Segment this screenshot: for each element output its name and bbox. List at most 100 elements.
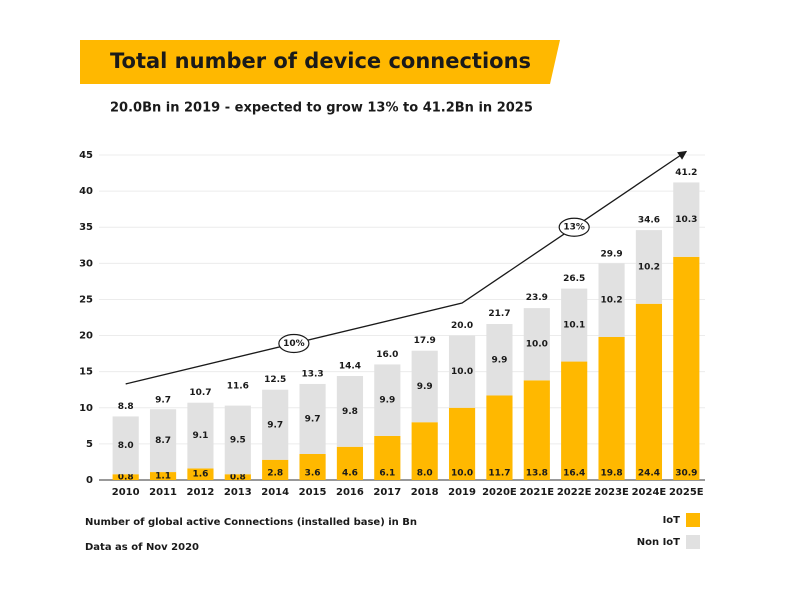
bar-segment [598,263,625,337]
legend-swatch [686,513,700,527]
chart-subtitle: 20.0Bn in 2019 - expected to grow 13% to… [110,101,533,116]
total-label: 8.8 [118,402,134,412]
bar-segment [561,288,588,362]
data-label: 9.5 [230,435,246,445]
data-label: 1.6 [192,470,208,480]
legend-swatch [686,535,700,549]
total-label: 16.0 [376,350,398,360]
bar-segment [224,474,251,480]
bar-segment [299,454,326,480]
x-tick-label: 2015 [299,487,327,498]
bar-segment [486,324,513,396]
total-label: 14.4 [339,362,361,372]
trend-line [125,150,688,385]
data-label: 11.7 [488,469,510,479]
data-label: 9.7 [267,420,283,430]
bar-segment [673,256,700,480]
bar-segment [336,446,364,480]
total-label: 17.9 [414,336,436,346]
bar-segment [374,435,401,480]
bar-segment [598,337,625,480]
total-label: 20.0 [451,321,473,331]
data-label: 0.8 [230,473,246,483]
trend-badge [558,217,590,237]
trend-badge [278,333,310,354]
x-tick-label: 2014 [261,487,289,498]
data-label: 10.2 [600,296,622,306]
data-label: 9.8 [342,407,358,417]
y-tick-label: 35 [79,222,93,233]
data-label: 6.1 [379,469,395,479]
x-tick-label: 2013 [224,487,252,498]
total-label: 41.2 [675,168,697,178]
total-label: 26.5 [563,274,585,284]
data-label: 8.7 [155,436,171,446]
total-label: 34.6 [638,216,660,226]
bar-segment [374,364,401,436]
data-label: 10.0 [451,469,473,479]
bar-segment [187,468,214,480]
data-label: 1.1 [155,472,171,482]
total-label: 29.9 [600,250,622,260]
bar-segment [187,402,214,469]
data-label: 4.6 [342,469,358,479]
bar-segment [262,459,289,480]
x-tick-label: 2011 [149,487,177,498]
data-label: 10.0 [526,340,548,350]
x-tick-label: 2022E [557,487,592,498]
footnote: Data as of Nov 2020 [85,542,199,553]
bar-segment [523,308,550,381]
data-label: 9.9 [379,396,395,406]
trend-label: 10% [283,339,305,349]
x-tick-label: 2020E [482,487,517,498]
legend-label: Non IoT [637,537,680,548]
total-label: 11.6 [227,382,249,392]
bar-segment [448,407,476,480]
bar-segment [448,335,476,408]
data-label: 9.9 [417,382,433,392]
total-label: 10.7 [189,388,211,398]
bar-segment [635,303,663,480]
data-label: 10.1 [563,321,585,331]
legend-label: IoT [663,515,681,526]
bar-segment [112,416,139,475]
x-tick-label: 2010 [112,487,140,498]
x-tick-label: 2019 [448,487,476,498]
bar-segment [561,361,588,480]
data-label: 30.9 [675,469,697,479]
x-tick-label: 2025E [669,487,704,498]
y-tick-label: 40 [79,186,93,197]
y-tick-label: 25 [79,294,93,305]
y-tick-label: 5 [86,439,93,450]
y-tick-label: 10 [79,403,93,414]
data-label: 0.8 [118,473,134,483]
total-label: 9.7 [155,395,171,405]
y-tick-label: 30 [79,258,93,269]
data-label: 9.9 [491,355,507,365]
bar-segment [523,380,550,480]
x-tick-label: 2021E [519,487,554,498]
bar-segment [486,395,513,480]
bar-segment [411,350,438,423]
bar-segment [336,376,364,447]
footnote: Number of global active Connections (ins… [85,517,417,528]
y-tick-label: 20 [79,331,93,342]
bar-segment [299,383,326,454]
total-label: 23.9 [526,293,548,303]
bar-segment [262,389,289,460]
trend-label: 13% [563,223,585,233]
x-tick-label: 2012 [187,487,215,498]
bar-segment [112,474,139,480]
y-tick-label: 0 [86,475,93,486]
data-label: 2.8 [267,469,283,479]
x-tick-label: 2023E [594,487,629,498]
data-label: 10.0 [451,367,473,377]
total-label: 13.3 [301,369,323,379]
total-label: 12.5 [264,375,286,385]
bar-segment [149,472,177,480]
data-label: 3.6 [305,469,321,479]
total-label: 21.7 [488,309,510,319]
data-label: 8.0 [417,469,433,479]
data-label: 13.8 [526,469,548,479]
